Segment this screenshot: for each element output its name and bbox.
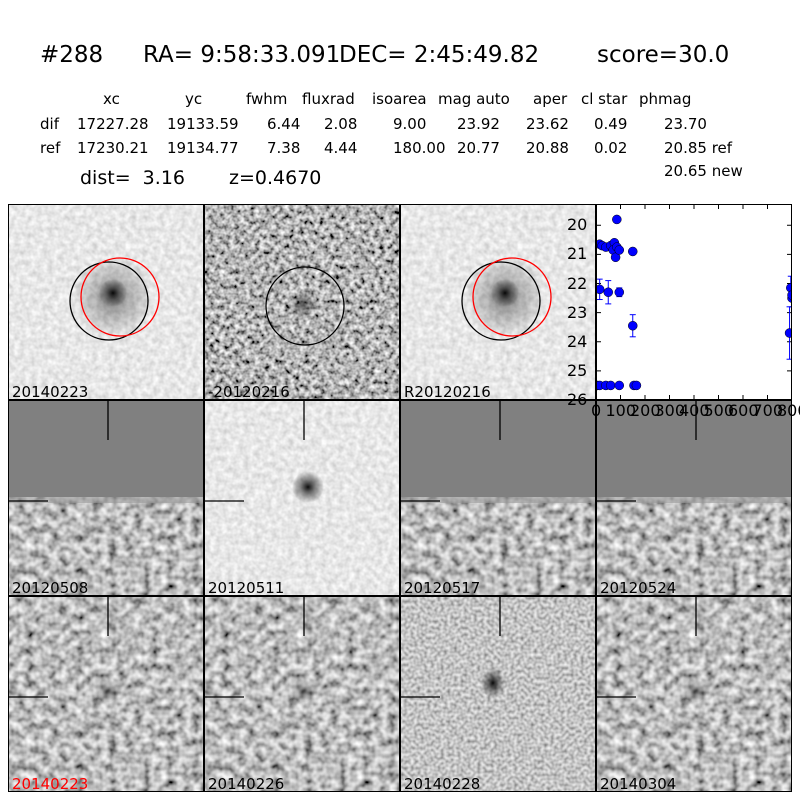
cell-ref-1: 19134.77 [167, 139, 239, 157]
col-fluxrad: fluxrad [302, 90, 355, 108]
col-mag-auto: mag auto [438, 90, 510, 108]
cell-dif-3: 2.08 [324, 115, 358, 133]
object-id: #288 [40, 42, 104, 68]
y-tick-label: 25 [567, 360, 588, 380]
stamp-date-label: 20120517 [404, 579, 481, 596]
ra-coordinate: RA= 9:58:33.091 [143, 42, 341, 68]
dec-coordinate: DEC= 2:45:49.82 [339, 42, 540, 68]
cell-dif-1: 19133.59 [167, 115, 239, 133]
data-point [614, 380, 625, 391]
stamp-image-7: 20140223 [8, 596, 204, 792]
cell-ref-0: 17230.21 [77, 139, 149, 157]
stamp-image-0: 20140223 [8, 204, 204, 400]
x-tick-label: 100 [605, 401, 637, 420]
y-tick-label: 23 [567, 302, 588, 322]
x-tick-label: 500 [703, 401, 735, 420]
data-point [628, 320, 638, 331]
distance: dist= 3.16 [80, 167, 185, 189]
col-phmag: phmag [639, 90, 692, 108]
plot-frame [596, 204, 792, 400]
row-label-ref: ref [40, 139, 61, 157]
x-tick-label: 600 [728, 401, 759, 420]
stamp-image-10: 20140304 [596, 596, 792, 792]
x-tick-label: 0 [591, 401, 602, 420]
row-label-dif: dif [40, 115, 59, 133]
stamp-image-1: -20120216 [204, 204, 400, 400]
stamp-image-2: R20120216 [400, 204, 596, 400]
stamp-image-8: 20140226 [204, 596, 400, 792]
stamp-date-label: 20120508 [12, 579, 89, 596]
data-point [614, 245, 625, 255]
col-isoarea: isoarea [372, 90, 427, 108]
cell-dif-8: 23.70 [664, 115, 707, 133]
x-tick-label: 400 [679, 401, 710, 420]
data-point [784, 328, 792, 338]
col-fwhm: fwhm [246, 90, 288, 108]
stamp-date-label: 20140223 [12, 383, 89, 400]
data-point [628, 246, 638, 257]
data-point [605, 380, 616, 391]
col-cl-star: cl star [581, 90, 628, 108]
cell-ref-3: 4.44 [324, 139, 358, 157]
new-aperture-circle [80, 257, 160, 337]
cell-ref-5: 20.77 [457, 139, 500, 157]
data-point [787, 290, 792, 300]
ref-aperture-circle [69, 261, 149, 341]
y-tick-label: 20 [567, 215, 588, 235]
y-tick-label: 26 [567, 390, 588, 409]
ref-aperture-circle [461, 261, 541, 341]
cell-dif-5: 23.92 [457, 115, 500, 133]
phmag-new: 20.65 new [664, 162, 743, 180]
y-tick-label: 21 [567, 244, 588, 264]
col-aper: aper [533, 90, 568, 108]
y-tick-label: 24 [567, 331, 588, 351]
stamp-date-label: 20140304 [600, 775, 677, 792]
cell-ref-7: 0.02 [594, 139, 628, 157]
stamp-image-3: 20120508 [8, 400, 204, 596]
new-aperture-circle [472, 257, 552, 337]
aperture-circle [265, 266, 345, 346]
stamp-image-6: 20120524 [596, 400, 792, 596]
x-tick-label: 800 [777, 401, 800, 420]
cell-dif-0: 17227.28 [77, 115, 149, 133]
data-point [596, 284, 605, 295]
stamp-date-label: 20140228 [404, 775, 481, 792]
cell-ref-4: 180.00 [393, 139, 446, 157]
stamp-image-4: 20120511 [204, 400, 400, 596]
data-point [612, 214, 622, 225]
cell-ref-8: 20.85 ref [664, 139, 733, 157]
redshift: z=0.4670 [229, 167, 322, 189]
cell-ref-2: 7.38 [267, 139, 301, 157]
score: score=30.0 [597, 42, 730, 68]
cell-dif-4: 9.00 [393, 115, 427, 133]
stamp-date-label: 20120524 [600, 579, 677, 596]
cell-dif-2: 6.44 [267, 115, 301, 133]
data-point [614, 287, 625, 297]
stamp-image-5: 20120517 [400, 400, 596, 596]
y-tick-label: 22 [567, 273, 588, 293]
stamp-date-label: 20140226 [208, 775, 285, 792]
x-tick-label: 200 [630, 401, 661, 420]
x-tick-label: 700 [752, 401, 784, 420]
cell-dif-7: 0.49 [594, 115, 628, 133]
data-point [603, 287, 613, 297]
stamp-image-9: 20140228 [400, 596, 596, 792]
stamp-date-label: R20120216 [404, 383, 491, 400]
magnitude-lightcurve-plot [596, 204, 792, 400]
x-tick-label: 300 [654, 401, 686, 420]
stamp-date-label: 20120511 [208, 579, 285, 596]
col-xc: xc [103, 90, 120, 108]
cell-dif-6: 23.62 [526, 115, 569, 133]
cell-ref-6: 20.88 [526, 139, 569, 157]
col-yc: yc [185, 90, 203, 108]
stamp-date-label: -20120216 [208, 383, 290, 400]
stamp-date-label: 20140223 [12, 775, 89, 792]
data-point [631, 380, 642, 391]
